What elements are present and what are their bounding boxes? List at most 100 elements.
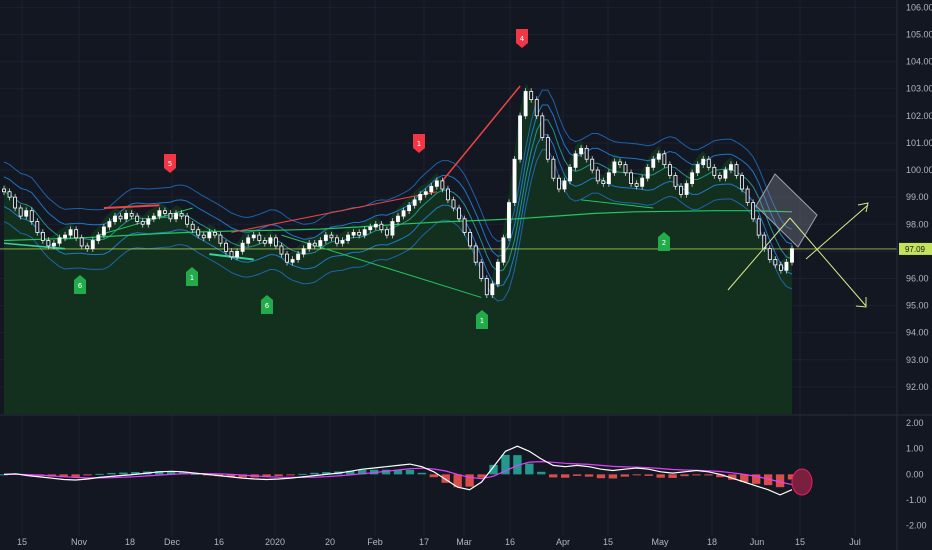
projection-arrow-up: [727, 217, 791, 291]
candle-body: [318, 240, 323, 247]
candle-body: [512, 158, 517, 203]
candle-body: [396, 215, 400, 222]
macd-line: [3, 445, 793, 496]
histogram-bar: [584, 474, 594, 477]
candle-body: [357, 231, 362, 236]
macd-oscillator: [0, 414, 932, 496]
candle-body: [373, 223, 378, 228]
histogram-bar: [346, 470, 355, 475]
histogram-bar: [262, 474, 271, 478]
trendline: [3, 242, 66, 250]
candle-body: [523, 91, 528, 117]
y-tick-label: -2.00: [906, 521, 927, 531]
histogram-bar: [417, 472, 427, 475]
candle-body: [24, 210, 29, 217]
projection-arrow-down: [789, 217, 867, 307]
candle-body: [229, 250, 234, 258]
candle-body: [706, 158, 711, 168]
histogram-bar: [549, 474, 558, 478]
candle-body: [468, 231, 473, 247]
histogram-bar: [608, 474, 618, 479]
candle-body: [168, 213, 173, 220]
price-tag: [899, 242, 932, 255]
x-tick-label: Apr: [556, 537, 570, 547]
histogram-bar: [465, 474, 474, 487]
histogram-bar: [238, 474, 247, 478]
candle-body: [113, 215, 117, 222]
candle-body: [401, 210, 406, 217]
candle-body: [651, 158, 656, 168]
histogram-bar: [274, 474, 283, 477]
candle-body: [29, 210, 34, 222]
y-tick-label: 105.00: [906, 30, 932, 40]
histogram-bar: [298, 473, 307, 475]
candle-body: [568, 166, 572, 182]
signal-markers: 5 1 4 6 1 6 1 2: [74, 29, 670, 329]
candle-body: [712, 166, 717, 176]
candle-body: [695, 164, 700, 174]
candle-body: [584, 147, 589, 160]
candle-body: [662, 153, 667, 166]
marker-label: 1: [417, 140, 421, 148]
marker-label: 2: [662, 239, 666, 247]
trendlines: [3, 85, 654, 298]
candle-body: [146, 218, 151, 225]
candle-body: [595, 169, 600, 182]
trendline: [581, 199, 654, 209]
candle-body: [240, 242, 245, 252]
candle-body: [273, 237, 278, 247]
histogram-bar: [644, 474, 653, 476]
candle-body: [57, 237, 62, 244]
x-tick-label: Feb: [367, 537, 383, 547]
histogram-bar: [119, 472, 128, 475]
histogram-bar: [513, 455, 522, 475]
histogram-bar: [59, 474, 68, 478]
histogram-bar: [155, 471, 164, 475]
marker-label: 6: [78, 282, 83, 290]
candle-body: [407, 204, 412, 212]
candle-body: [767, 248, 772, 260]
candle-body: [473, 245, 478, 263]
band-line: [3, 134, 793, 287]
candle-body: [501, 237, 506, 263]
histogram-bar: [83, 474, 92, 476]
y-tick-label: 106.00: [906, 2, 932, 12]
x-tick-label: Jul: [849, 537, 861, 547]
candle-body: [335, 237, 339, 244]
candle-body: [462, 218, 467, 233]
y-tick-label: 102.00: [906, 111, 932, 121]
y-tick-label: 92.00: [906, 382, 929, 392]
candle-body: [224, 242, 228, 252]
candle-body: [179, 213, 184, 217]
x-tick-label: 15: [795, 537, 805, 547]
histogram-bar: [441, 474, 450, 483]
candle-body: [212, 231, 217, 236]
candle-body: [74, 229, 79, 239]
candle-body: [174, 213, 178, 220]
candle-body: [734, 164, 739, 176]
histogram-bar: [405, 469, 415, 475]
histogram-bar: [429, 474, 438, 478]
signal-marker-sell: 4: [516, 29, 528, 48]
candle-body: [601, 180, 606, 185]
histogram-bar: [763, 474, 773, 486]
x-tick-label: 16: [505, 537, 515, 547]
candle-body: [645, 166, 650, 179]
candle-body: [290, 259, 295, 263]
candle-body: [534, 99, 539, 117]
signal-marker-sell: 5: [164, 154, 176, 173]
candle-body: [151, 215, 156, 220]
candle-body: [623, 164, 628, 174]
histogram-bar: [453, 474, 462, 488]
candle-body: [262, 240, 267, 244]
histogram-bar: [358, 469, 367, 475]
candle-body: [490, 283, 495, 296]
y-tick-label: 98.00: [906, 219, 929, 229]
candle-body: [251, 234, 256, 239]
candle-body: [90, 240, 95, 250]
y-tick-label: 94.00: [906, 328, 929, 338]
candle-body: [429, 185, 434, 193]
candle-body: [296, 253, 301, 260]
candle-body: [423, 191, 428, 195]
